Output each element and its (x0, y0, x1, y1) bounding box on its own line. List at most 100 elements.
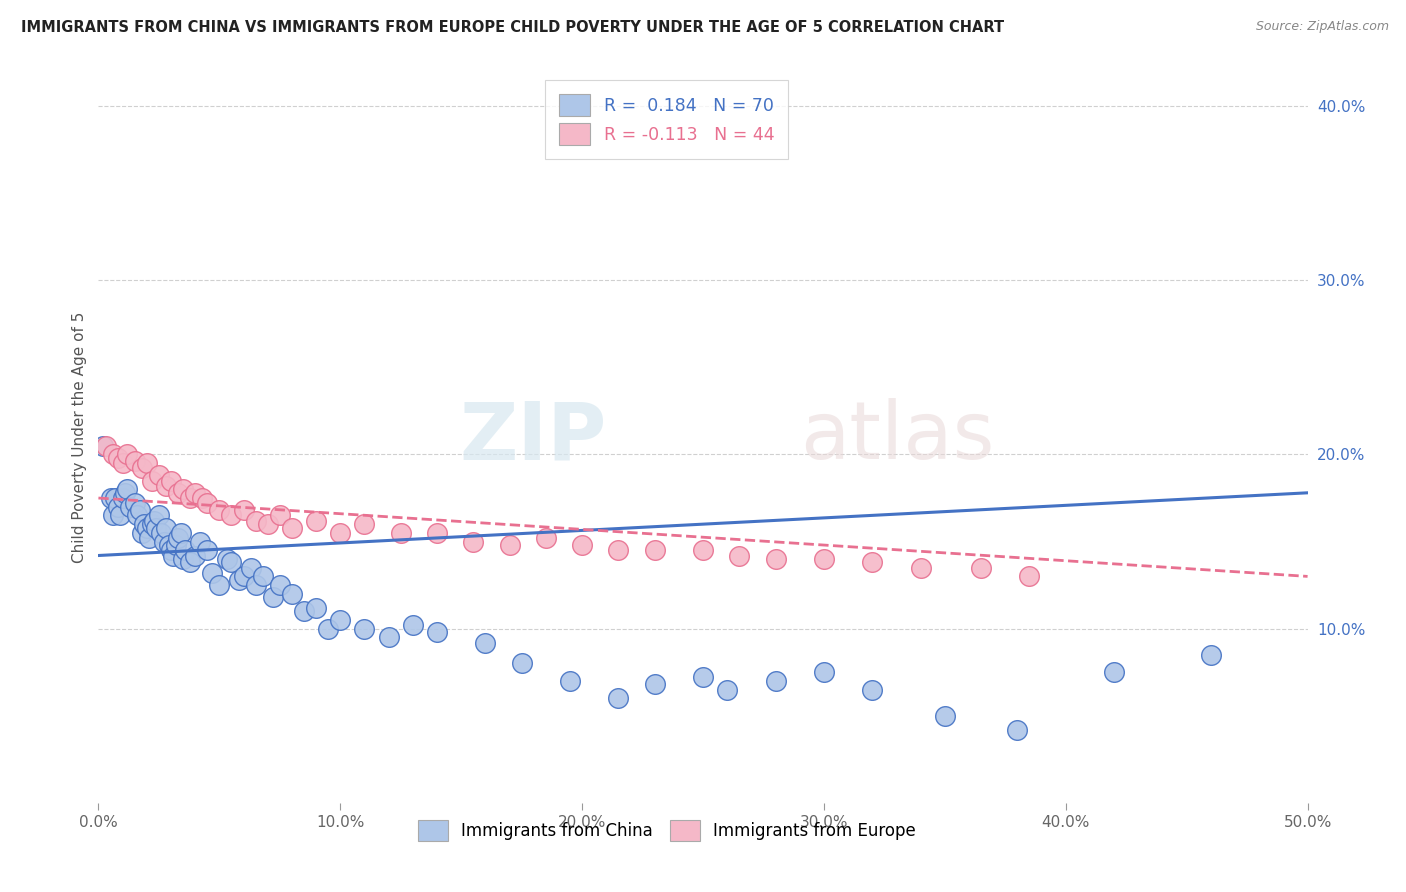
Point (172, 483, 194, 497)
Point (184, 549, 207, 563)
Text: ZIP: ZIP (458, 398, 606, 476)
Point (305, 514, 328, 528)
Point (160, 543, 183, 558)
Point (101, 508, 124, 523)
Point (860, 556, 883, 570)
Point (221, 508, 243, 523)
Point (498, 538, 520, 552)
Point (134, 517, 156, 532)
Point (101, 448, 124, 462)
Point (107, 500, 129, 514)
Legend: Immigrants from China, Immigrants from Europe: Immigrants from China, Immigrants from E… (409, 811, 924, 849)
Point (474, 635, 496, 649)
Point (292, 604, 315, 618)
Point (174, 543, 197, 558)
Point (692, 543, 714, 558)
Point (232, 503, 254, 517)
Point (510, 657, 533, 671)
Point (148, 508, 170, 523)
Text: atlas: atlas (800, 398, 994, 476)
Point (191, 491, 214, 505)
Point (131, 525, 153, 540)
Text: Source: ZipAtlas.com: Source: ZipAtlas.com (1256, 20, 1389, 33)
Point (145, 521, 167, 535)
Point (100, 491, 122, 505)
Point (208, 503, 231, 517)
Point (692, 670, 714, 684)
Point (195, 543, 218, 558)
Point (813, 665, 835, 680)
Point (162, 549, 184, 563)
Point (281, 521, 304, 535)
Point (127, 508, 149, 523)
Point (167, 485, 190, 500)
Point (910, 560, 932, 574)
Point (160, 474, 183, 488)
Point (152, 534, 174, 549)
Point (157, 538, 180, 552)
Point (228, 573, 250, 587)
Point (607, 691, 630, 706)
Point (389, 525, 412, 540)
Point (184, 485, 207, 500)
Point (239, 560, 262, 574)
Point (813, 552, 835, 566)
Point (135, 456, 157, 470)
Point (934, 708, 956, 723)
Point (167, 531, 190, 545)
Point (107, 450, 129, 465)
Point (970, 560, 993, 574)
Point (1018, 569, 1040, 583)
Point (262, 591, 284, 605)
Point (765, 552, 787, 566)
Point (169, 525, 191, 540)
Point (402, 618, 425, 632)
Point (245, 514, 267, 528)
Point (215, 552, 238, 566)
Point (329, 613, 352, 627)
Point (728, 549, 751, 563)
Point (644, 677, 666, 691)
Point (108, 508, 131, 523)
Point (426, 525, 449, 540)
Point (117, 448, 139, 462)
Point (463, 534, 485, 549)
Point (117, 483, 139, 497)
Point (155, 479, 177, 493)
Point (1199, 648, 1222, 662)
Point (353, 622, 375, 636)
Point (534, 531, 557, 545)
Point (91, 439, 114, 453)
Point (329, 525, 352, 540)
Point (111, 456, 134, 470)
Point (155, 521, 177, 535)
Point (426, 625, 449, 640)
Point (281, 587, 304, 601)
Point (138, 531, 160, 545)
Point (316, 622, 339, 636)
Point (232, 569, 254, 583)
Point (305, 600, 328, 615)
Point (128, 503, 150, 517)
Point (607, 543, 630, 558)
Point (221, 556, 243, 570)
Point (571, 538, 593, 552)
Point (179, 491, 201, 505)
Point (1102, 665, 1125, 680)
Point (252, 569, 274, 583)
Point (131, 461, 153, 475)
Point (208, 578, 231, 592)
Text: IMMIGRANTS FROM CHINA VS IMMIGRANTS FROM EUROPE CHILD POVERTY UNDER THE AGE OF 5: IMMIGRANTS FROM CHINA VS IMMIGRANTS FROM… (21, 20, 1004, 35)
Point (141, 474, 163, 488)
Point (118, 500, 141, 514)
Point (353, 517, 375, 532)
Point (860, 682, 883, 697)
Point (245, 578, 267, 592)
Point (377, 631, 399, 645)
Point (135, 521, 157, 535)
Point (141, 517, 163, 532)
Point (765, 673, 787, 688)
Point (716, 682, 738, 697)
Point (1007, 723, 1029, 737)
Point (195, 496, 218, 510)
